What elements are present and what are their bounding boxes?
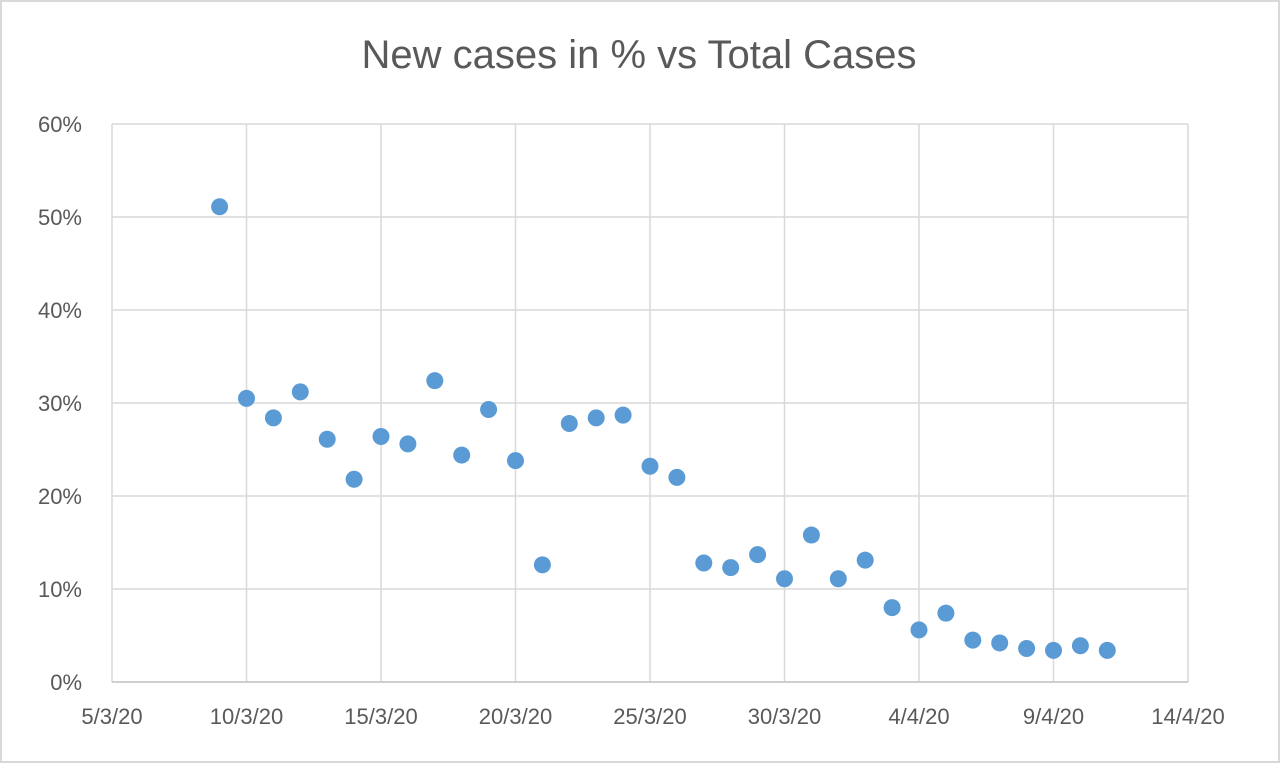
x-tick-label: 30/3/20 (748, 704, 821, 729)
data-point (856, 551, 874, 569)
data-point (480, 401, 498, 419)
y-tick-label: 40% (38, 298, 82, 323)
x-tick-label: 10/3/20 (210, 704, 283, 729)
x-tick-label: 25/3/20 (613, 704, 686, 729)
y-tick-label: 60% (38, 112, 82, 137)
data-point (668, 468, 686, 486)
y-tick-label: 20% (38, 484, 82, 509)
gridlines (111, 123, 1189, 682)
data-point (1018, 640, 1036, 658)
data-point (749, 546, 767, 564)
x-tick-label: 20/3/20 (479, 704, 552, 729)
data-point (883, 599, 901, 617)
data-point (507, 452, 524, 470)
data-point (1098, 641, 1116, 659)
data-point (264, 409, 282, 427)
data-point (453, 446, 471, 464)
data-point (238, 389, 255, 407)
data-point (910, 621, 928, 639)
data-point (802, 526, 820, 544)
data-point (345, 470, 363, 488)
data-points (211, 198, 1116, 659)
tick-labels: 0% 10% 20% 30% 40% 50% 60% 5/3/20 10/3/20 15/3/20… (38, 112, 1225, 729)
chart-title: New cases in % vs Total Cases (361, 33, 916, 77)
data-point (1045, 641, 1062, 659)
data-point (1071, 637, 1089, 655)
data-point (964, 631, 982, 649)
data-point (776, 570, 793, 588)
data-point (937, 604, 955, 622)
y-tick-label: 0% (50, 670, 82, 695)
data-point (991, 634, 1009, 652)
x-tick-label: 9/4/20 (1023, 704, 1084, 729)
data-point (533, 556, 551, 574)
data-point (587, 409, 605, 427)
data-point (695, 554, 713, 572)
x-tick-label: 15/3/20 (344, 704, 417, 729)
data-point (399, 435, 417, 453)
data-point (211, 198, 229, 216)
x-tick-label: 5/3/20 (81, 704, 142, 729)
y-tick-label: 10% (38, 577, 82, 602)
data-point (829, 570, 847, 588)
x-tick-label: 14/4/20 (1151, 704, 1224, 729)
data-point (426, 372, 444, 390)
data-point (560, 414, 578, 432)
data-point (722, 559, 740, 577)
data-point (614, 406, 632, 424)
x-tick-label: 4/4/20 (888, 704, 949, 729)
data-point (641, 457, 659, 475)
y-tick-label: 30% (38, 391, 82, 416)
data-point (372, 427, 390, 445)
data-point (318, 430, 336, 448)
data-point (291, 383, 309, 401)
y-tick-label: 50% (38, 205, 82, 230)
